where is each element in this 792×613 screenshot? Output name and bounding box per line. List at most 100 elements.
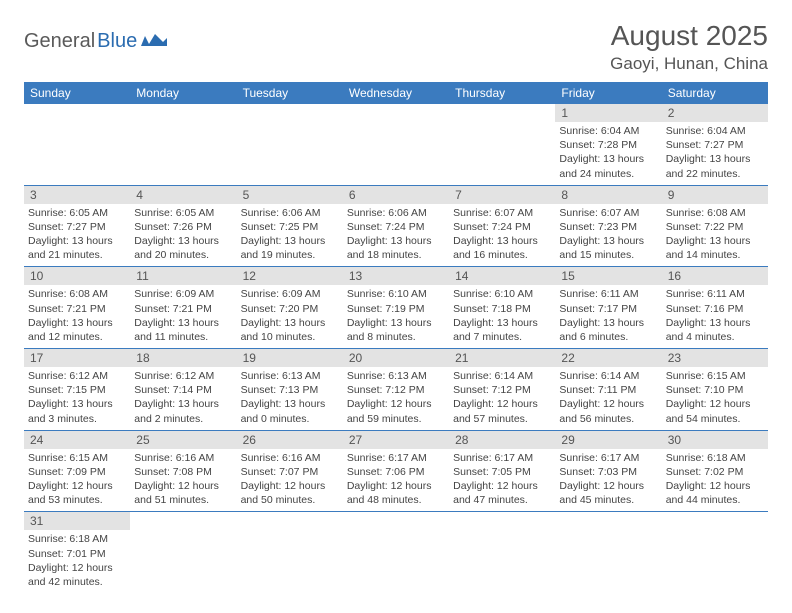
info-line: Sunrise: 6:10 AM: [453, 287, 551, 301]
empty-cell: [343, 512, 449, 593]
info-line: Sunrise: 6:14 AM: [453, 369, 551, 383]
calendar-body: 1Sunrise: 6:04 AMSunset: 7:28 PMDaylight…: [24, 104, 768, 593]
day-cell: 31Sunrise: 6:18 AMSunset: 7:01 PMDayligh…: [24, 512, 130, 593]
info-line: Daylight: 12 hours: [28, 479, 126, 493]
info-line: Sunrise: 6:07 AM: [559, 206, 657, 220]
info-line: and 45 minutes.: [559, 493, 657, 507]
logo-text-blue: Blue: [97, 30, 137, 53]
info-line: Sunrise: 6:05 AM: [28, 206, 126, 220]
info-line: and 22 minutes.: [666, 167, 764, 181]
day-cell: 19Sunrise: 6:13 AMSunset: 7:13 PMDayligh…: [237, 349, 343, 431]
info-line: and 8 minutes.: [347, 330, 445, 344]
day-number: 11: [130, 267, 236, 285]
weekday-header-row: SundayMondayTuesdayWednesdayThursdayFrid…: [24, 82, 768, 104]
day-number: 9: [662, 186, 768, 204]
calendar-page: GeneralBlue August 2025 Gaoyi, Hunan, Ch…: [0, 0, 792, 613]
weekday-header: Wednesday: [343, 82, 449, 104]
empty-cell: [24, 104, 130, 185]
info-line: Sunset: 7:12 PM: [453, 383, 551, 397]
day-number: 3: [24, 186, 130, 204]
info-line: Daylight: 13 hours: [559, 316, 657, 330]
info-line: and 56 minutes.: [559, 412, 657, 426]
info-line: Sunrise: 6:11 AM: [559, 287, 657, 301]
info-line: Sunrise: 6:11 AM: [666, 287, 764, 301]
empty-cell: [449, 104, 555, 185]
empty-cell: [130, 512, 236, 593]
info-line: and 47 minutes.: [453, 493, 551, 507]
info-line: Sunrise: 6:10 AM: [347, 287, 445, 301]
info-line: and 10 minutes.: [241, 330, 339, 344]
info-line: and 14 minutes.: [666, 248, 764, 262]
info-line: Sunset: 7:21 PM: [134, 302, 232, 316]
info-line: Sunrise: 6:18 AM: [28, 532, 126, 546]
info-line: Sunset: 7:10 PM: [666, 383, 764, 397]
day-cell: 26Sunrise: 6:16 AMSunset: 7:07 PMDayligh…: [237, 430, 343, 512]
day-number: 2: [662, 104, 768, 122]
day-cell: 10Sunrise: 6:08 AMSunset: 7:21 PMDayligh…: [24, 267, 130, 349]
day-number: 27: [343, 431, 449, 449]
day-cell: 20Sunrise: 6:13 AMSunset: 7:12 PMDayligh…: [343, 349, 449, 431]
day-number: 8: [555, 186, 661, 204]
info-line: Sunrise: 6:17 AM: [453, 451, 551, 465]
day-number: 19: [237, 349, 343, 367]
day-number: 15: [555, 267, 661, 285]
info-line: and 11 minutes.: [134, 330, 232, 344]
info-line: Daylight: 13 hours: [28, 316, 126, 330]
info-line: Sunrise: 6:12 AM: [134, 369, 232, 383]
info-line: Sunset: 7:25 PM: [241, 220, 339, 234]
day-cell: 28Sunrise: 6:17 AMSunset: 7:05 PMDayligh…: [449, 430, 555, 512]
day-cell: 24Sunrise: 6:15 AMSunset: 7:09 PMDayligh…: [24, 430, 130, 512]
info-line: Daylight: 13 hours: [347, 316, 445, 330]
week-row: 24Sunrise: 6:15 AMSunset: 7:09 PMDayligh…: [24, 430, 768, 512]
info-line: Sunset: 7:18 PM: [453, 302, 551, 316]
info-line: and 4 minutes.: [666, 330, 764, 344]
day-number: 16: [662, 267, 768, 285]
info-line: Sunset: 7:24 PM: [347, 220, 445, 234]
day-cell: 22Sunrise: 6:14 AMSunset: 7:11 PMDayligh…: [555, 349, 661, 431]
day-number: 30: [662, 431, 768, 449]
day-number: 13: [343, 267, 449, 285]
empty-cell: [237, 104, 343, 185]
info-line: Sunset: 7:28 PM: [559, 138, 657, 152]
weekday-header: Monday: [130, 82, 236, 104]
info-line: Sunset: 7:09 PM: [28, 465, 126, 479]
day-number: 23: [662, 349, 768, 367]
info-line: and 57 minutes.: [453, 412, 551, 426]
day-cell: 7Sunrise: 6:07 AMSunset: 7:24 PMDaylight…: [449, 185, 555, 267]
info-line: Sunrise: 6:13 AM: [241, 369, 339, 383]
info-line: Sunset: 7:19 PM: [347, 302, 445, 316]
day-cell: 3Sunrise: 6:05 AMSunset: 7:27 PMDaylight…: [24, 185, 130, 267]
weekday-header: Friday: [555, 82, 661, 104]
info-line: Daylight: 12 hours: [28, 561, 126, 575]
info-line: Sunset: 7:05 PM: [453, 465, 551, 479]
info-line: Sunrise: 6:06 AM: [347, 206, 445, 220]
info-line: Sunset: 7:24 PM: [453, 220, 551, 234]
day-cell: 6Sunrise: 6:06 AMSunset: 7:24 PMDaylight…: [343, 185, 449, 267]
info-line: and 21 minutes.: [28, 248, 126, 262]
calendar-table: SundayMondayTuesdayWednesdayThursdayFrid…: [24, 82, 768, 593]
info-line: and 19 minutes.: [241, 248, 339, 262]
day-cell: 25Sunrise: 6:16 AMSunset: 7:08 PMDayligh…: [130, 430, 236, 512]
empty-cell: [343, 104, 449, 185]
day-number: 21: [449, 349, 555, 367]
logo: GeneralBlue: [24, 20, 167, 53]
day-number: 1: [555, 104, 661, 122]
info-line: and 12 minutes.: [28, 330, 126, 344]
day-number: 6: [343, 186, 449, 204]
weekday-header: Sunday: [24, 82, 130, 104]
day-cell: 11Sunrise: 6:09 AMSunset: 7:21 PMDayligh…: [130, 267, 236, 349]
day-cell: 16Sunrise: 6:11 AMSunset: 7:16 PMDayligh…: [662, 267, 768, 349]
info-line: Sunrise: 6:08 AM: [28, 287, 126, 301]
info-line: Daylight: 13 hours: [666, 316, 764, 330]
info-line: Daylight: 13 hours: [559, 234, 657, 248]
info-line: Sunrise: 6:09 AM: [134, 287, 232, 301]
info-line: and 3 minutes.: [28, 412, 126, 426]
info-line: Daylight: 13 hours: [28, 234, 126, 248]
info-line: Sunrise: 6:15 AM: [666, 369, 764, 383]
info-line: Sunrise: 6:17 AM: [347, 451, 445, 465]
day-number: 20: [343, 349, 449, 367]
empty-cell: [237, 512, 343, 593]
weekday-header: Thursday: [449, 82, 555, 104]
day-number: 28: [449, 431, 555, 449]
empty-cell: [662, 512, 768, 593]
